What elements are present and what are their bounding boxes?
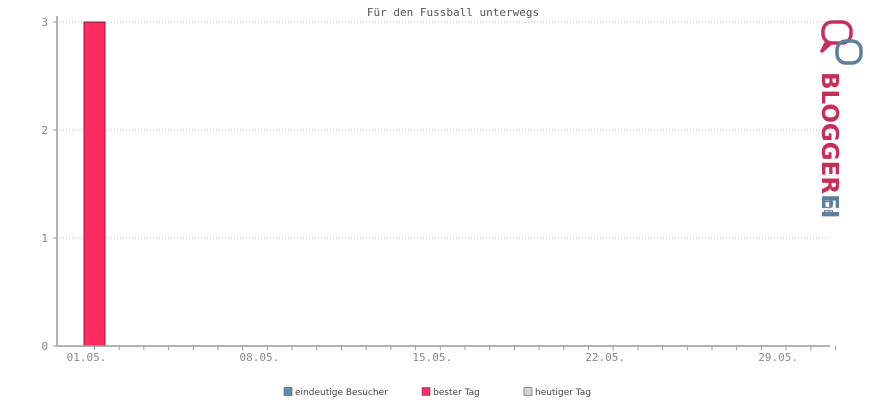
chart-title: Für den Fussball unterwegs (367, 6, 539, 19)
axes: 0 1 2 3 01.05. 08.05. 15.05. 22.05. 29.05. (41, 16, 836, 364)
legend-label: eindeutige Besucher (295, 388, 388, 398)
y-tick-label: 3 (41, 16, 48, 29)
bar-bester-tag (83, 21, 106, 347)
bloggerei-logo: BLOGGEREI .DE (816, 20, 863, 218)
bars (83, 21, 106, 347)
legend-label: heutiger Tag (535, 388, 591, 398)
legend-swatch (283, 387, 293, 396)
legend-label: bester Tag (433, 388, 480, 398)
x-tick-label: 08.05. (240, 351, 280, 364)
legend: eindeutige Besucher bester Tag heutiger Ta… (283, 387, 591, 398)
y-tick-label: 0 (41, 340, 48, 353)
speech-bubbles-icon (820, 20, 863, 65)
x-tick-label: 15.05. (412, 351, 452, 364)
x-tick-label: 29.05. (758, 351, 798, 364)
legend-swatch (523, 387, 533, 396)
legend-swatch (421, 387, 431, 396)
logo-wordmark: BLOGGEREI (816, 72, 842, 218)
grid-lines (57, 21, 830, 239)
y-tick-label: 1 (41, 232, 48, 245)
logo-suffix: .DE (821, 196, 835, 217)
y-tick-label: 2 (41, 124, 48, 137)
x-tick-label: 01.05. (67, 351, 107, 364)
x-tick-label: 22.05. (585, 351, 625, 364)
